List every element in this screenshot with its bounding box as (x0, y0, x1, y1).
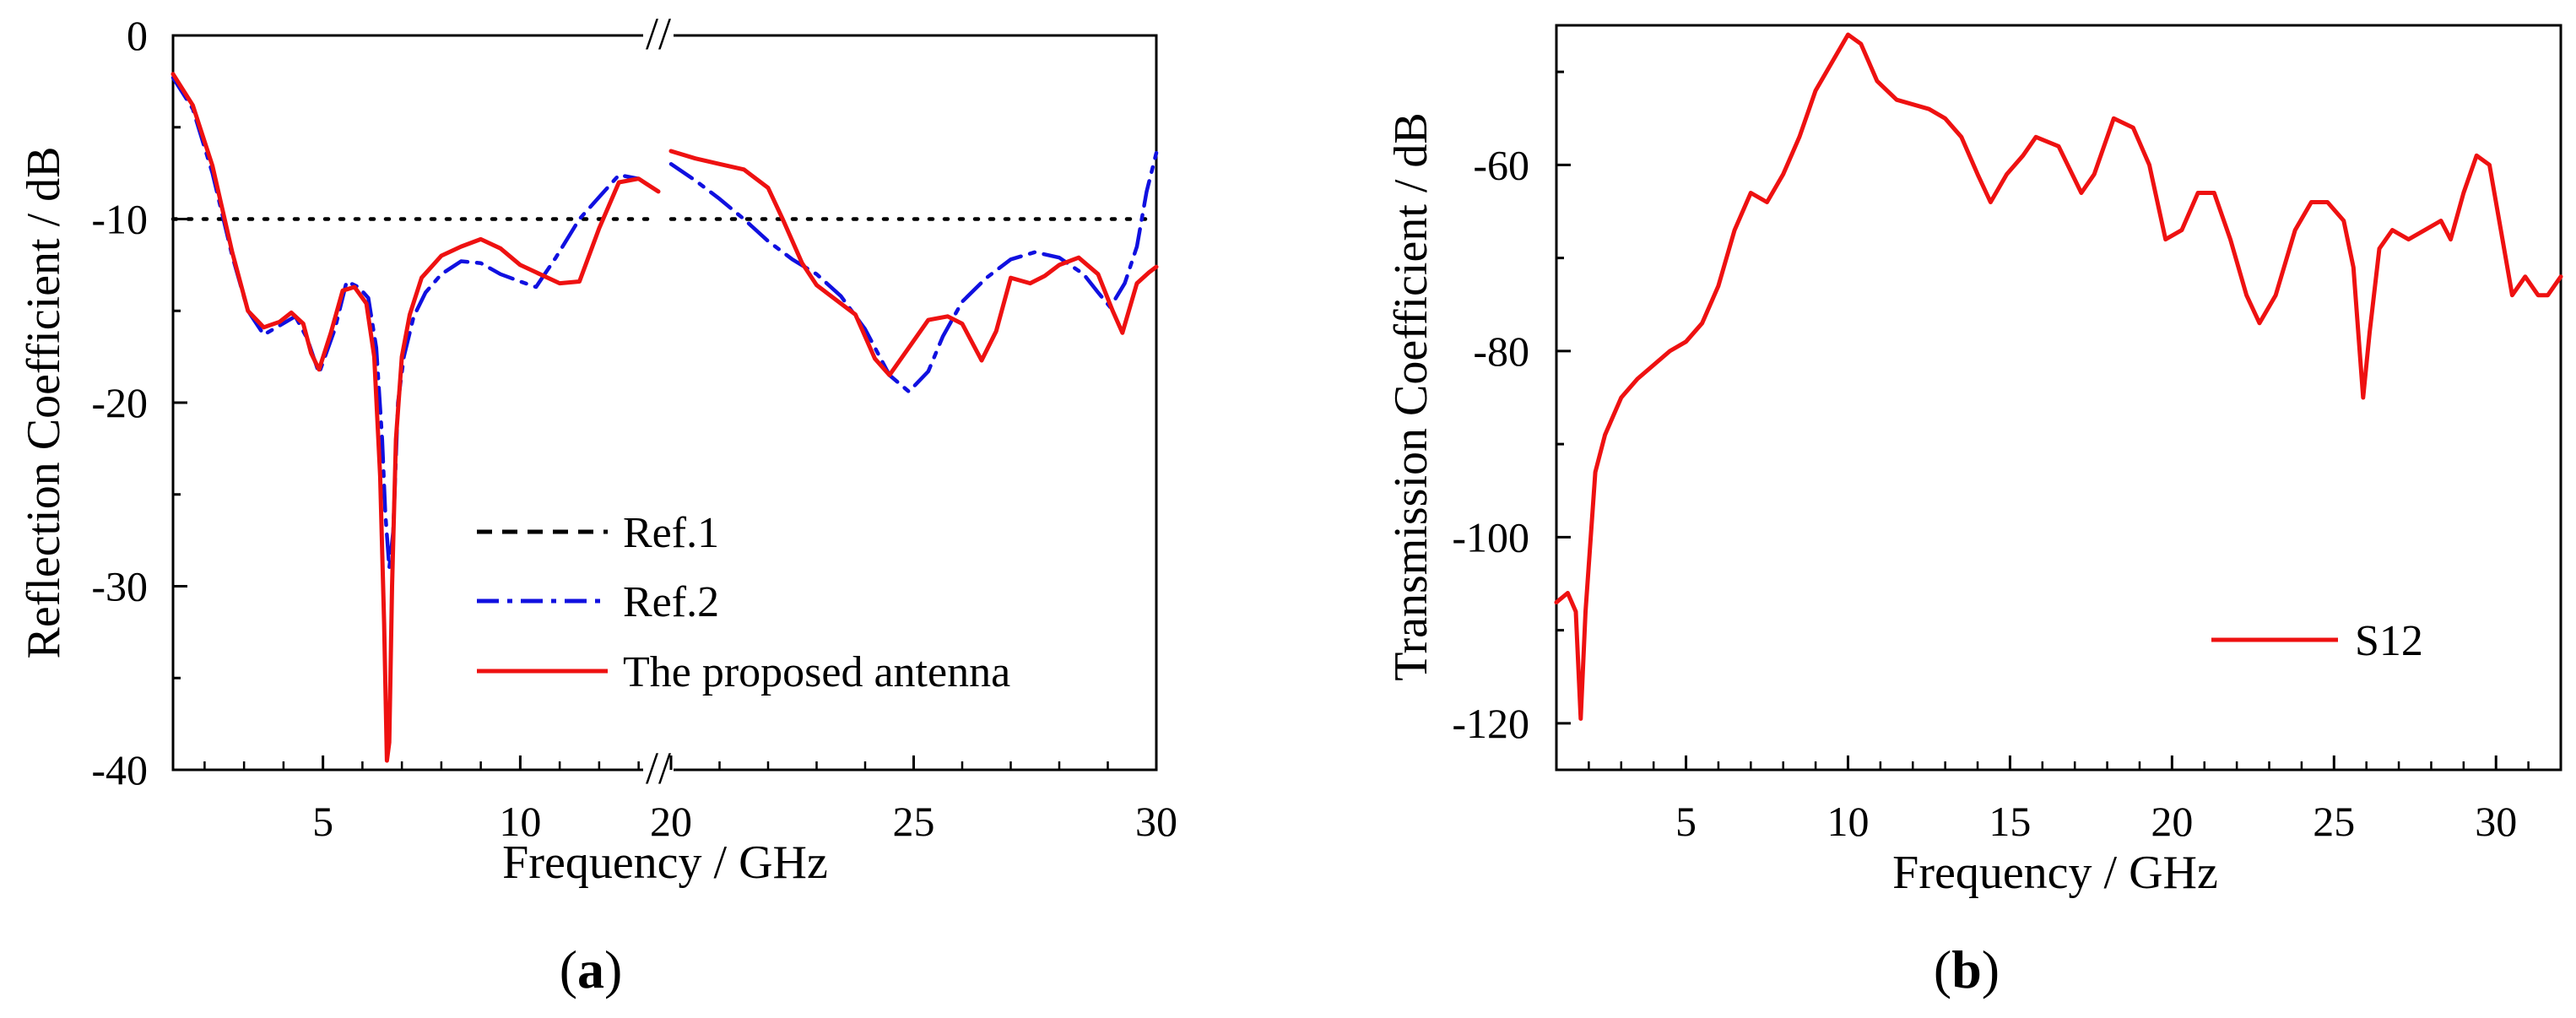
panel-a-x-ticks: 5 10 20 25 30 (203, 755, 1177, 845)
panel-b-x-tick-label: 25 (2313, 798, 2355, 845)
panel-a-y-tick-label: 0 (127, 12, 148, 59)
panel-a-reflection-chart: // // 0 -10 -20 -30 -40 5 10 20 25 30 Frequency … (18, 8, 1177, 999)
panel-b-y-tick-label: -100 (1452, 513, 1529, 560)
panel-a-series-ref-2-line (170, 75, 661, 571)
panel-b-label: (b) (1934, 939, 2000, 999)
legend-ref1-label: Ref.1 (623, 509, 719, 557)
panel-a-series (170, 72, 1159, 763)
panel-a-x-tick-label: 10 (499, 798, 541, 845)
panel-a-x-tick-label: 25 (893, 798, 935, 845)
panel-b-x-tick-label: 5 (1675, 798, 1697, 845)
panel-b-transmission-chart: -60 -80 -100 -120 5 10 15 20 25 30 Frequency / G… (1385, 24, 2563, 999)
legend-ref2-label: Ref.2 (623, 578, 719, 626)
panel-b-x-axis-title: Frequency / GHz (1892, 847, 2218, 899)
legend-proposed-label: The proposed antenna (623, 648, 1010, 696)
panel-b-series-s12-line (1554, 32, 2563, 721)
panel-a-x-tick-label: 5 (312, 798, 333, 845)
panel-b-series (1554, 32, 2563, 721)
panel-b-y-tick-label: -120 (1452, 700, 1529, 747)
panel-b-x-tick-label: 15 (1989, 798, 2031, 845)
panel-b-legend: S12 (2211, 617, 2423, 665)
panel-b-y-tick-label: -60 (1473, 141, 1529, 188)
panel-a-y-tick-label: -30 (91, 563, 148, 610)
panel-a-x-axis-title: Frequency / GHz (502, 837, 828, 889)
panel-a-series-the-proposed-antenna-line (170, 72, 661, 763)
panel-a-y-tick-label: -20 (91, 379, 148, 426)
panel-a-series-ref-2-line (668, 150, 1159, 394)
panel-a-bottom-break-gap (643, 760, 674, 780)
panel-b-label-letter: b (1951, 939, 1982, 999)
panel-b-y-tick-label: -80 (1473, 328, 1529, 375)
panel-a-top-break-mark: // (646, 8, 671, 59)
panel-b-plot-frame (1555, 24, 2562, 772)
panel-a-y-tick-label: -40 (91, 746, 148, 793)
panel-a-x-tick-label: 20 (650, 798, 692, 845)
panel-a-label-open: ( (560, 939, 577, 999)
panel-a-x-tick-label: 30 (1135, 798, 1177, 845)
panel-b-y-axis-title: Transmission Coefficient / dB (1385, 112, 1437, 681)
panel-a-y-ticks: 0 -10 -20 -30 -40 (91, 12, 187, 793)
panel-b-x-tick-label: 20 (2151, 798, 2193, 845)
legend-s12-label: S12 (2355, 617, 2423, 665)
panel-b-y-ticks: -60 -80 -100 -120 (1452, 70, 1571, 747)
panel-a-y-tick-label: -10 (91, 196, 148, 243)
panel-b-x-ticks: 5 10 15 20 25 30 (1588, 755, 2562, 845)
panel-a-bottom-break-mark: // (646, 743, 671, 793)
panel-a-label-letter: a (577, 939, 604, 999)
panel-a-label: (a) (560, 939, 623, 999)
panel-a-y-axis-title: Reflection Coefficient / dB (18, 146, 70, 658)
panel-a-series-the-proposed-antenna-line (668, 149, 1159, 377)
panel-b-label-open: ( (1934, 939, 1951, 999)
panel-b-x-tick-label: 10 (1826, 798, 1869, 845)
panel-b-x-tick-label: 30 (2475, 798, 2517, 845)
panel-b-label-close: ) (1982, 939, 2000, 999)
panel-a-label-close: ) (604, 939, 622, 999)
panel-a-top-break-gap (643, 25, 674, 46)
panel-a-legend: Ref.1 Ref.2 The proposed antenna (477, 509, 1010, 696)
